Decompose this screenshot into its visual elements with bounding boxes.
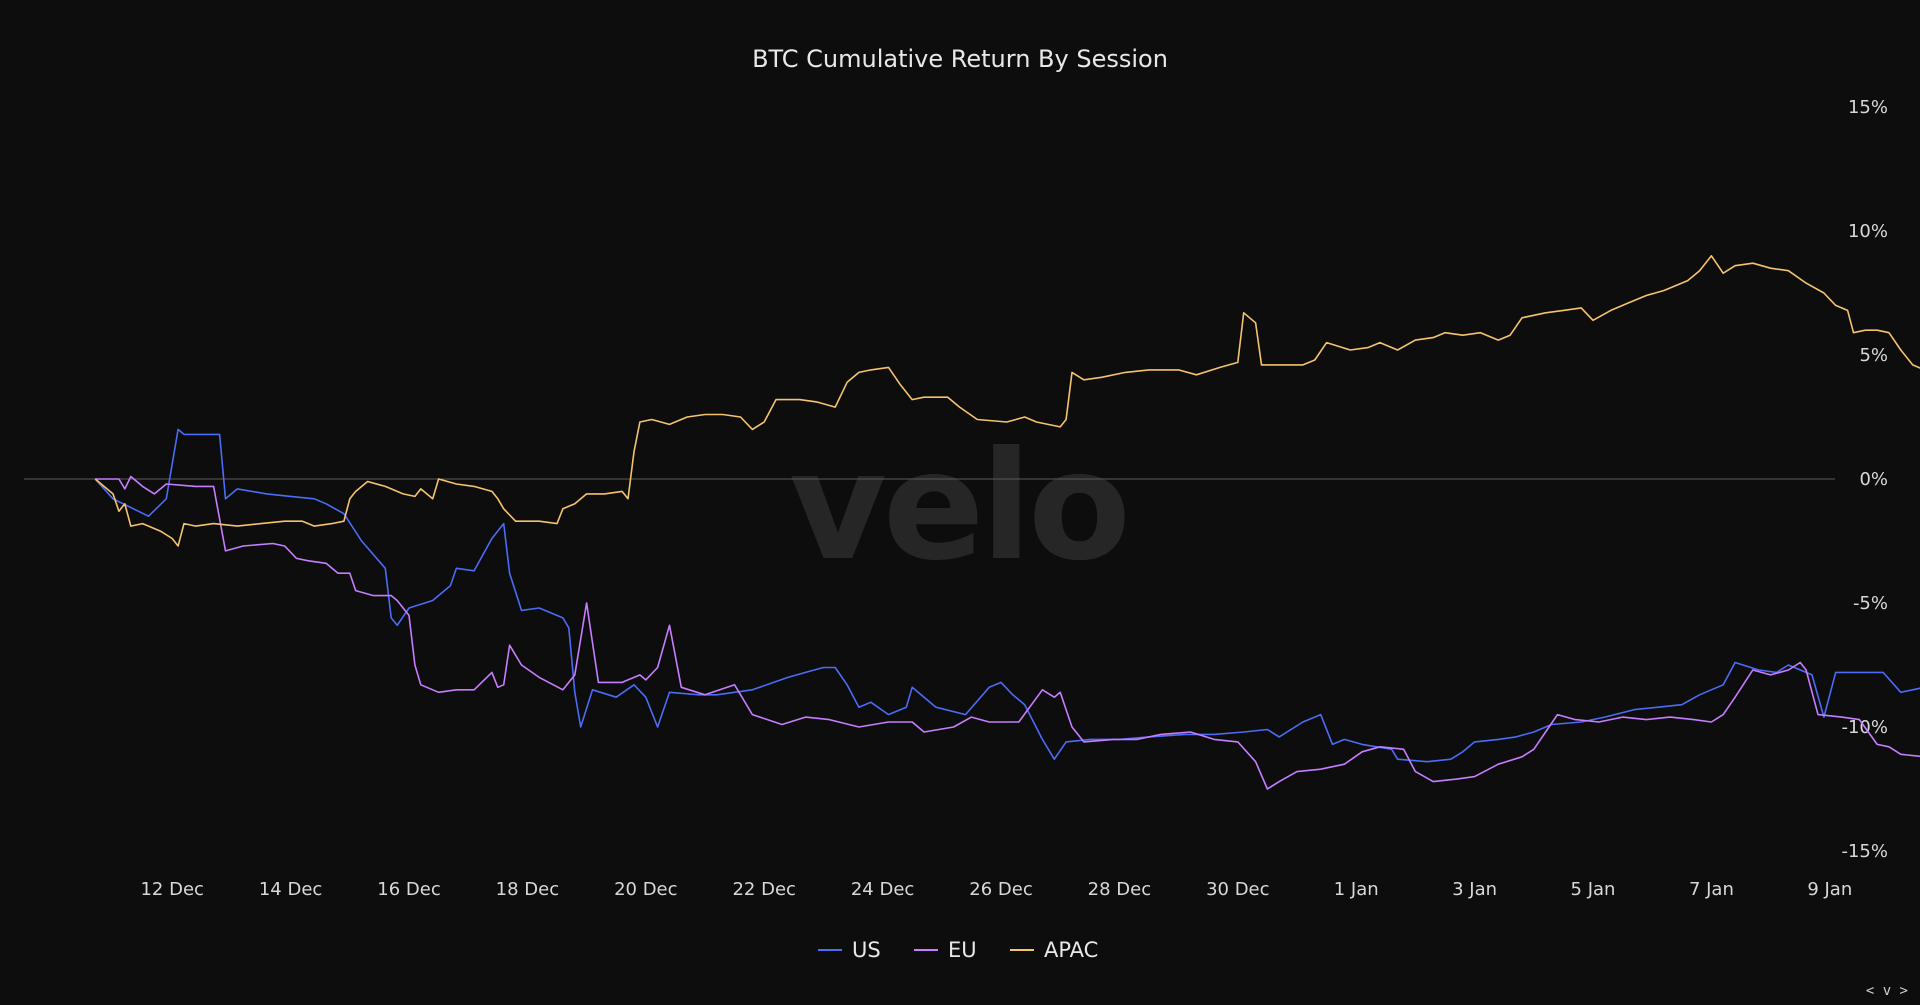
series-line-us bbox=[94, 428, 1920, 763]
legend-label: APAC bbox=[1044, 938, 1098, 962]
y-tick-label: -5% bbox=[1853, 593, 1888, 614]
x-tick-label: 1 Jan bbox=[1334, 879, 1379, 900]
y-tick-label: 0% bbox=[1859, 469, 1888, 490]
x-tick-label: 14 Dec bbox=[259, 879, 322, 900]
y-tick-label: -15% bbox=[1841, 841, 1888, 862]
x-tick-label: 5 Jan bbox=[1571, 879, 1616, 900]
footer-nav-glyph[interactable]: < v > bbox=[1865, 983, 1908, 999]
x-tick-label: 9 Jan bbox=[1807, 879, 1852, 900]
x-tick-label: 20 Dec bbox=[614, 879, 677, 900]
legend-label: EU bbox=[948, 938, 977, 962]
y-tick-label: 15% bbox=[1848, 97, 1888, 118]
x-tick-label: 12 Dec bbox=[140, 879, 203, 900]
series-line-eu bbox=[95, 475, 1920, 790]
x-tick-label: 28 Dec bbox=[1088, 879, 1151, 900]
x-tick-label: 22 Dec bbox=[732, 879, 795, 900]
x-tick-label: 3 Jan bbox=[1452, 879, 1497, 900]
x-axis: 12 Dec 14 Dec 16 Dec 18 Dec 20 Dec 22 Dec 24 D… bbox=[140, 879, 1852, 900]
x-tick-label: 18 Dec bbox=[496, 879, 559, 900]
series-lines bbox=[94, 255, 1920, 790]
series-line-apac bbox=[94, 255, 1920, 547]
chart-title: BTC Cumulative Return By Session bbox=[752, 45, 1168, 73]
x-tick-label: 26 Dec bbox=[969, 879, 1032, 900]
y-axis: 15%10%5%0%-5%-10%-15% bbox=[1841, 97, 1888, 862]
legend-item-eu[interactable]: EU bbox=[914, 938, 977, 962]
y-tick-label: 5% bbox=[1859, 345, 1888, 366]
watermark-logo: velo bbox=[789, 420, 1127, 594]
y-tick-label: 10% bbox=[1848, 221, 1888, 242]
legend-item-apac[interactable]: APAC bbox=[1010, 938, 1098, 962]
x-tick-label: 24 Dec bbox=[851, 879, 914, 900]
legend: US EU APAC bbox=[818, 938, 1098, 962]
legend-item-us[interactable]: US bbox=[818, 938, 881, 962]
x-tick-label: 16 Dec bbox=[377, 879, 440, 900]
x-tick-label: 30 Dec bbox=[1206, 879, 1269, 900]
legend-label: US bbox=[852, 938, 881, 962]
x-tick-label: 7 Jan bbox=[1689, 879, 1734, 900]
